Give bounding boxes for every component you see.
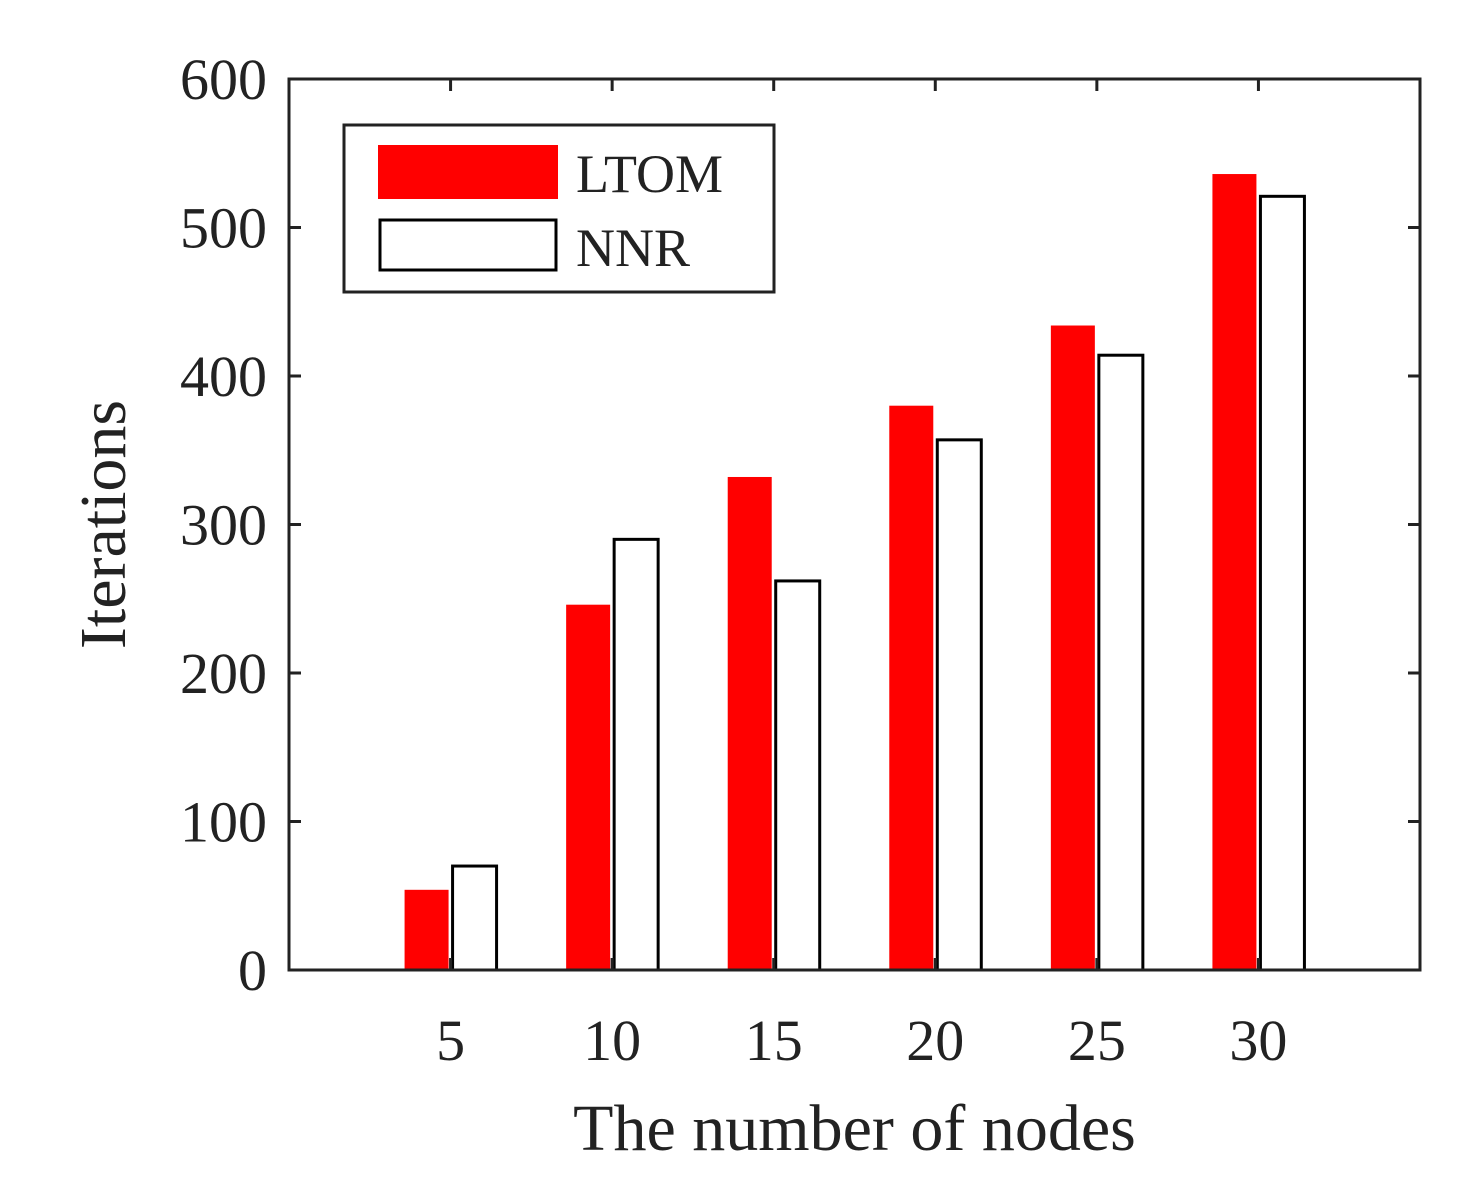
bar-ltom-5 (404, 889, 449, 970)
y-tick-label: 100 (180, 790, 267, 855)
bar-nnr-10 (612, 537, 660, 972)
x-tick-label: 10 (583, 1008, 641, 1073)
x-tick-label: 25 (1068, 1008, 1126, 1073)
bar-ltom-10 (566, 604, 611, 970)
bar-nnr-5 (451, 864, 499, 972)
x-tick-label: 15 (745, 1008, 803, 1073)
legend-swatch-nnr (378, 218, 558, 272)
y-tick-label: 400 (180, 344, 267, 409)
y-tick-label: 300 (180, 493, 267, 558)
bar-nnr-25 (1097, 353, 1145, 972)
bar-nnr-15 (774, 579, 822, 972)
bar-ltom-15 (727, 476, 772, 970)
y-tick-label: 0 (238, 938, 267, 1003)
bar-nnr-30 (1258, 194, 1306, 972)
bar-ltom-25 (1050, 325, 1095, 970)
bar-ltom-20 (889, 405, 934, 970)
x-tick-label: 30 (1229, 1008, 1287, 1073)
y-tick-label: 600 (180, 47, 267, 112)
bar-nnr-20 (935, 438, 983, 972)
y-tick-label: 200 (180, 641, 267, 706)
legend-label-nnr: NNR (576, 218, 690, 278)
ticks-group (289, 77, 1420, 972)
tick-labels-group: 0 100 200 300 400 500 600 5 10 15 20 25 30 (180, 47, 1287, 1073)
x-tick-label: 20 (906, 1008, 964, 1073)
x-axis-label: The number of nodes (573, 1092, 1136, 1165)
x-tick-label: 5 (436, 1008, 465, 1073)
legend-label-ltom: LTOM (576, 144, 723, 204)
y-axis-label: Iterations (67, 400, 140, 649)
y-tick-label: 500 (180, 196, 267, 261)
bars-group (404, 174, 1306, 972)
legend: LTOM NNR (342, 123, 776, 294)
legend-swatch-ltom (378, 145, 558, 199)
bar-ltom-30 (1212, 174, 1257, 971)
